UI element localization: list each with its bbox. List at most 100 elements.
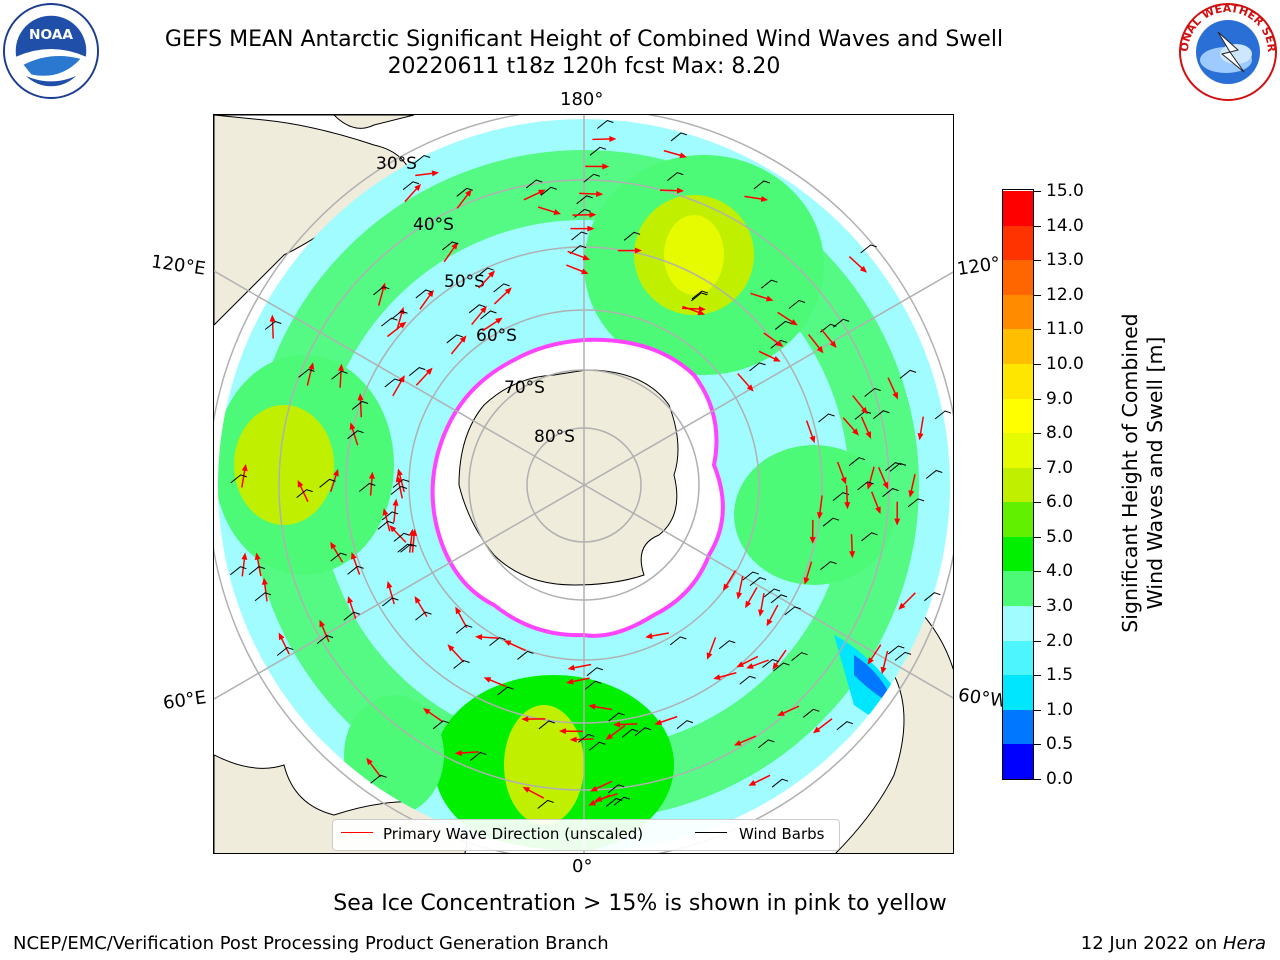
wind-barb bbox=[820, 323, 837, 333]
wind-barb bbox=[899, 369, 917, 379]
wind-barb bbox=[351, 400, 369, 410]
wind-barb bbox=[343, 611, 360, 621]
wave-arrow bbox=[805, 420, 815, 440]
wind-barb bbox=[480, 310, 497, 320]
wind-barb bbox=[230, 566, 247, 576]
wind-barb bbox=[538, 720, 556, 730]
wave-arrow-head bbox=[634, 247, 642, 254]
colorbar-segment bbox=[1003, 190, 1033, 226]
wind-barb bbox=[607, 784, 625, 794]
wave-arrow-head bbox=[488, 270, 496, 278]
wave-arrow bbox=[482, 319, 500, 332]
wave-arrow bbox=[456, 609, 468, 629]
wind-barb bbox=[441, 241, 459, 251]
wave-arrow bbox=[396, 310, 404, 331]
wind-barb bbox=[298, 368, 315, 378]
colorbar-segment bbox=[1003, 536, 1033, 572]
wave-arrow-head bbox=[867, 657, 874, 665]
wave-arrow-head bbox=[581, 268, 589, 275]
wind-barb bbox=[691, 290, 709, 300]
wave-arrow-head bbox=[459, 335, 467, 343]
wind-barb bbox=[489, 637, 506, 647]
wind-barb bbox=[446, 334, 463, 344]
wave-arrow bbox=[909, 474, 916, 494]
wind-barb bbox=[857, 481, 874, 491]
wave-arrow-head bbox=[347, 595, 354, 604]
wave-arrow bbox=[744, 195, 765, 201]
wave-arrow bbox=[479, 636, 500, 639]
wind-barb bbox=[749, 577, 767, 586]
wave-arrow-head bbox=[790, 319, 798, 326]
wave-arrow-head bbox=[538, 189, 546, 196]
wave-arrow bbox=[391, 527, 407, 543]
wave-arrow bbox=[415, 370, 431, 386]
wave-arrow-head bbox=[736, 661, 745, 668]
wind-barb bbox=[773, 662, 790, 672]
wave-arrow-head bbox=[503, 640, 512, 647]
wave-arrow bbox=[523, 190, 543, 201]
wave-arrow-head bbox=[588, 703, 596, 710]
wave-arrow bbox=[818, 495, 823, 516]
wave-arrow-head bbox=[758, 609, 764, 617]
wind-barb bbox=[571, 231, 588, 241]
wave-arrow bbox=[241, 556, 246, 577]
wave-arrow-head bbox=[495, 317, 503, 324]
wave-arrow-head bbox=[829, 340, 837, 349]
wave-arrow bbox=[419, 292, 433, 310]
wave-arrow bbox=[759, 593, 765, 613]
wind-barb bbox=[791, 652, 808, 662]
map-legend: Primary Wave Direction (unscaled) Wind B… bbox=[332, 819, 840, 851]
wave-arrow bbox=[348, 599, 357, 619]
wind-barb bbox=[836, 721, 854, 731]
wave-arrow-head bbox=[411, 528, 418, 536]
wave-arrow bbox=[352, 555, 361, 575]
wind-barb bbox=[763, 588, 781, 598]
legend-label-wave: Primary Wave Direction (unscaled) bbox=[383, 825, 644, 843]
wave-arrow-head bbox=[613, 721, 621, 728]
colorbar-tick: 11.0 bbox=[1034, 319, 1084, 339]
wave-arrow bbox=[681, 307, 702, 310]
colorbar-tick: 8.0 bbox=[1034, 423, 1073, 443]
wave-arrow bbox=[404, 186, 419, 203]
colorbar-tick: 3.0 bbox=[1034, 596, 1073, 616]
colorbar-tick: 6.0 bbox=[1034, 492, 1073, 512]
wave-arrow bbox=[749, 659, 769, 668]
wind-barb bbox=[525, 179, 543, 189]
wave-arrow-head bbox=[308, 362, 315, 370]
colorbar-label-line2: Wind Waves and Swell [m] bbox=[1143, 336, 1167, 610]
wave-arrow bbox=[919, 416, 925, 437]
wave-arrow-head bbox=[706, 652, 713, 660]
wave-arrow bbox=[392, 378, 404, 397]
wind-barb bbox=[770, 594, 788, 604]
wind-barb bbox=[586, 667, 604, 677]
wind-barb bbox=[583, 173, 600, 183]
wave-arrow-head bbox=[679, 152, 687, 159]
wave-arrow bbox=[870, 491, 880, 511]
wave-arrow bbox=[660, 189, 681, 192]
wave-arrow-head bbox=[602, 163, 610, 170]
wave-arrow-head bbox=[588, 799, 596, 806]
wave-arrow bbox=[350, 425, 359, 446]
wave-arrow-head bbox=[908, 490, 915, 498]
map-panel: 30°S 40°S 50°S 60°S 70°S 80°S Primary Wa… bbox=[213, 114, 954, 854]
wave-arrow bbox=[397, 478, 404, 499]
wave-arrow-head bbox=[898, 602, 906, 610]
colorbar-segment bbox=[1003, 363, 1033, 399]
colorbar-segment bbox=[1003, 674, 1033, 710]
wind-barb bbox=[589, 741, 606, 751]
wind-barb bbox=[381, 317, 398, 327]
colorbar-tick: 5.0 bbox=[1034, 527, 1073, 547]
wind-barb bbox=[397, 543, 414, 553]
wind-barb bbox=[621, 728, 639, 738]
wave-arrow-head bbox=[398, 321, 407, 329]
wave-arrow-head bbox=[455, 606, 462, 615]
wave-arrow-head bbox=[746, 663, 754, 669]
wave-arrow bbox=[848, 256, 865, 271]
lat-label-70: 70°S bbox=[504, 378, 545, 398]
colorbar-tick: 0.5 bbox=[1034, 734, 1073, 754]
wind-barb bbox=[861, 532, 878, 542]
lon-label-180: 180° bbox=[560, 89, 604, 110]
wave-arrow bbox=[682, 305, 702, 315]
wave-arrow-head bbox=[386, 580, 393, 589]
wave-arrow-head bbox=[480, 305, 487, 314]
